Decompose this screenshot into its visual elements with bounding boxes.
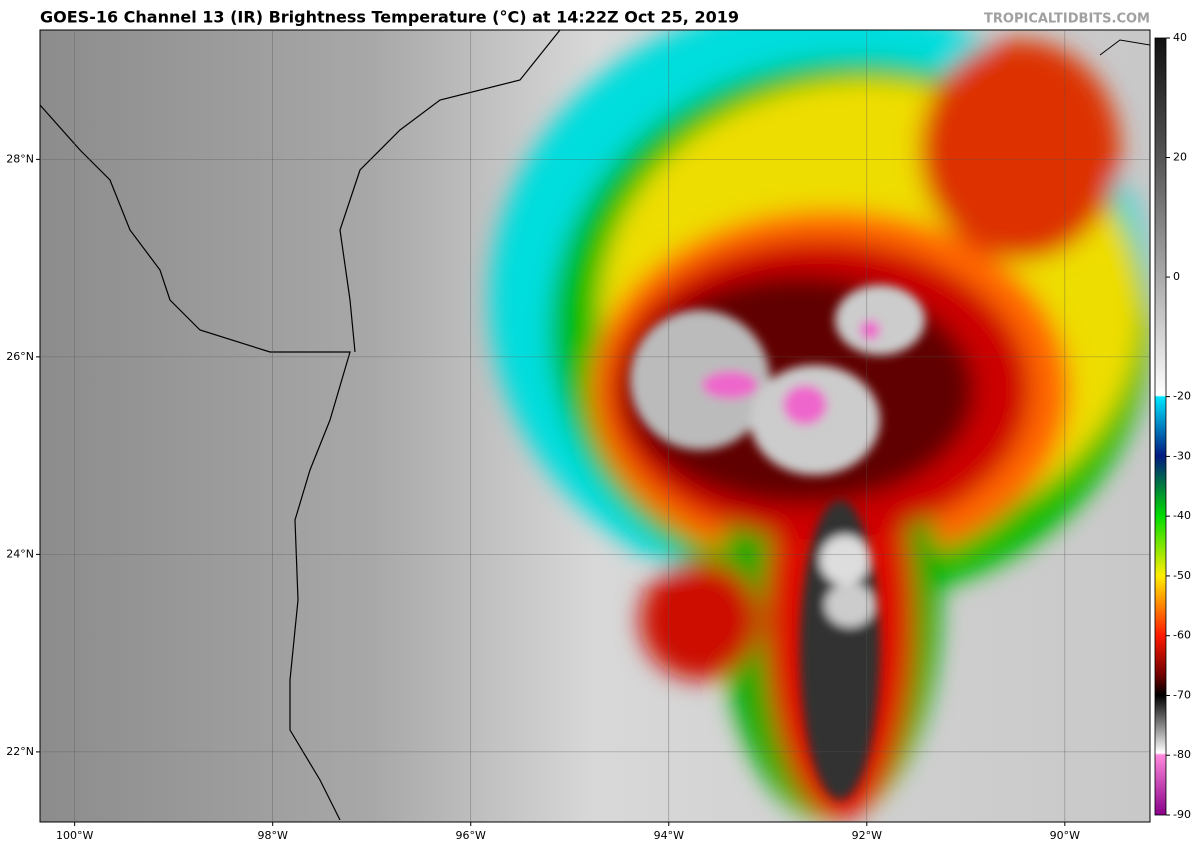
map-title: GOES-16 Channel 13 (IR) Brightness Tempe…	[40, 8, 739, 27]
map-frame	[39, 29, 1151, 823]
colorbar-label: -60	[1173, 629, 1191, 642]
colorbar-label: 20	[1173, 151, 1187, 164]
lat-label: 28°N	[6, 152, 34, 165]
colorbar-label: -70	[1173, 688, 1191, 701]
lon-label: 90°W	[1050, 829, 1080, 842]
lat-label: 22°N	[6, 745, 34, 758]
lon-label: 96°W	[456, 829, 486, 842]
lon-label: 98°W	[258, 829, 288, 842]
lon-label: 100°W	[56, 829, 93, 842]
lon-label: 92°W	[852, 829, 882, 842]
colorbar-label: 40	[1173, 31, 1187, 44]
lon-label: 94°W	[654, 829, 684, 842]
lat-label: 26°N	[6, 350, 34, 363]
imagery	[40, 30, 1150, 822]
colorbar-label: -50	[1173, 569, 1191, 582]
lat-label: 24°N	[6, 547, 34, 560]
colorbar-label: -80	[1173, 748, 1191, 761]
colorbar-label: -30	[1173, 449, 1191, 462]
colorbar	[1154, 37, 1167, 816]
credit: TROPICALTIDBITS.COM	[984, 12, 1150, 27]
colorbar-label: -20	[1173, 390, 1191, 403]
colorbar-label: -40	[1173, 509, 1191, 522]
colorbar-label: -90	[1173, 808, 1191, 821]
colorbar-label: 0	[1173, 270, 1180, 283]
